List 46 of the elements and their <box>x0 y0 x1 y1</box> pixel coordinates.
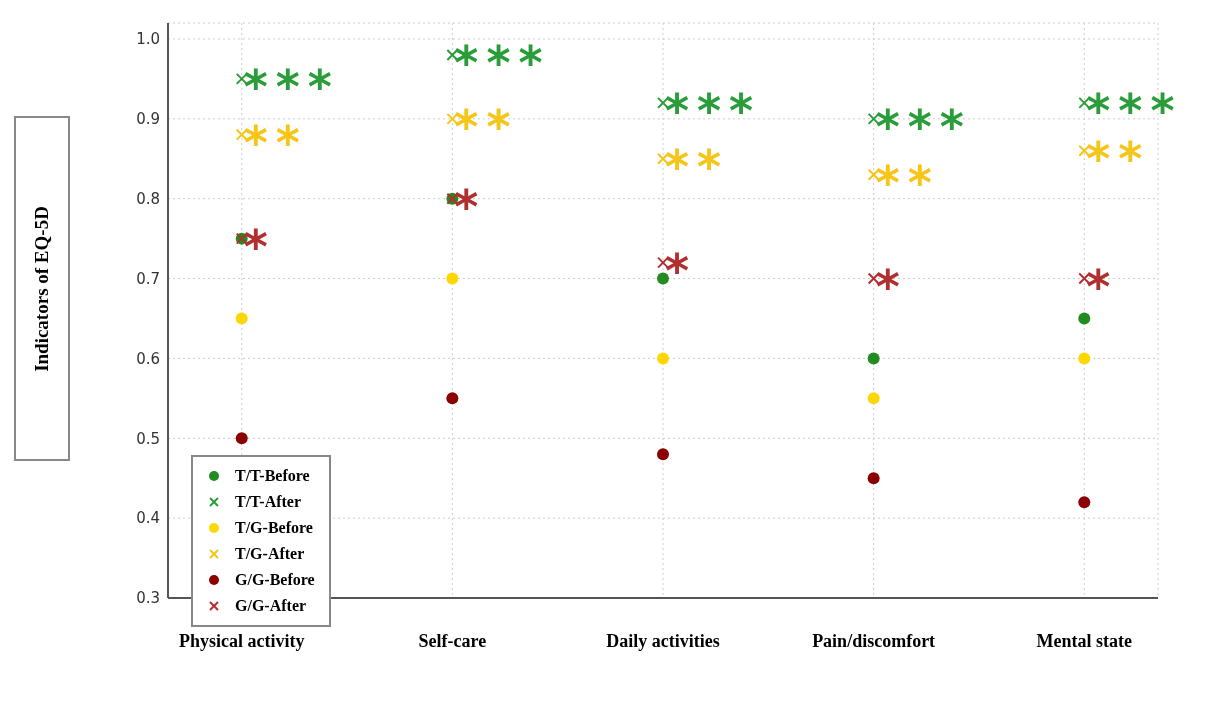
x-tick-label: Daily activities <box>606 630 720 651</box>
legend-label: T/G-After <box>235 545 305 563</box>
point <box>867 392 880 405</box>
y-tick-label: 0.8 <box>136 190 160 209</box>
annotation: * <box>875 259 908 314</box>
point <box>657 352 669 365</box>
annotation: * <box>243 219 276 274</box>
point <box>867 352 880 365</box>
point <box>657 272 669 285</box>
legend-label: G/G-Before <box>235 571 315 589</box>
legend-label: G/G-After <box>235 597 307 615</box>
annotation: * <box>1086 259 1119 314</box>
y-tick-label: 0.6 <box>136 349 160 368</box>
point <box>446 272 459 285</box>
y-tick-label: 0.3 <box>136 589 160 608</box>
legend-label: T/T-Before <box>235 467 310 485</box>
x-tick-label: Self-care <box>418 630 487 651</box>
annotation: * <box>454 180 487 235</box>
annotation: *** <box>454 36 551 91</box>
x-tick-label: Pain/discomfort <box>812 630 936 651</box>
annotation: *** <box>243 60 340 115</box>
x-tick-label: Physical activity <box>178 630 305 651</box>
point <box>446 392 459 405</box>
annotation: ** <box>665 140 730 195</box>
y-axis-title: Indicators of EQ-5D <box>31 205 53 372</box>
annotation: ** <box>875 156 940 211</box>
annotation: * <box>665 243 698 298</box>
point <box>657 448 669 461</box>
point <box>1078 312 1091 325</box>
y-tick-label: 0.4 <box>136 509 160 528</box>
point <box>867 472 880 485</box>
y-tick-label: 0.5 <box>136 429 160 448</box>
y-tick-label: 0.7 <box>136 269 160 288</box>
x-tick-label: Mental state <box>1036 630 1133 651</box>
annotation: ** <box>243 116 308 171</box>
y-tick-label: 1.0 <box>136 30 160 49</box>
legend-label: T/G-Before <box>235 519 313 537</box>
point <box>1078 496 1091 509</box>
point <box>1078 352 1091 365</box>
point <box>235 432 248 445</box>
annotation: *** <box>875 100 972 155</box>
y-tick-label: 0.9 <box>136 110 160 129</box>
point <box>235 312 248 325</box>
legend-label: T/T-After <box>235 493 302 511</box>
annotation: *** <box>665 84 762 139</box>
annotation: ** <box>454 100 519 155</box>
